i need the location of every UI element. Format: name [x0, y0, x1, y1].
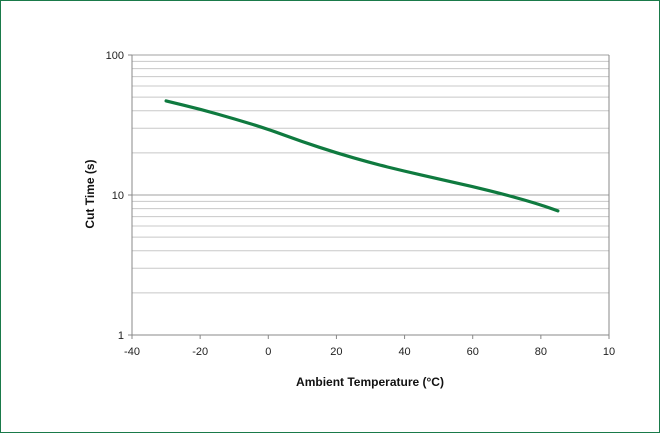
y-axis-title: Cut Time (s): [83, 159, 97, 228]
series-layer: [164, 99, 560, 213]
y-tick-label: 1: [118, 330, 124, 342]
y-tick-label: 10: [112, 190, 124, 202]
x-tick-label: 0: [265, 346, 271, 358]
series-line: [164, 99, 560, 213]
y-tick-label: 100: [106, 50, 124, 62]
x-tick-label: 10: [603, 346, 615, 358]
x-axis-ticks: -40 -20 0 20 40 60 80 10: [124, 335, 615, 358]
x-tick-label: -40: [124, 346, 140, 358]
x-tick-label: 80: [535, 346, 547, 358]
y-axis-ticks: 1 10 100: [106, 50, 132, 342]
x-tick-label: 40: [398, 346, 410, 358]
grid-lines: [132, 54, 609, 336]
x-tick-label: -20: [192, 346, 208, 358]
x-tick-label: 20: [330, 346, 342, 358]
x-axis-title: Ambient Temperature (°C): [296, 375, 444, 389]
x-tick-label: 60: [467, 346, 479, 358]
